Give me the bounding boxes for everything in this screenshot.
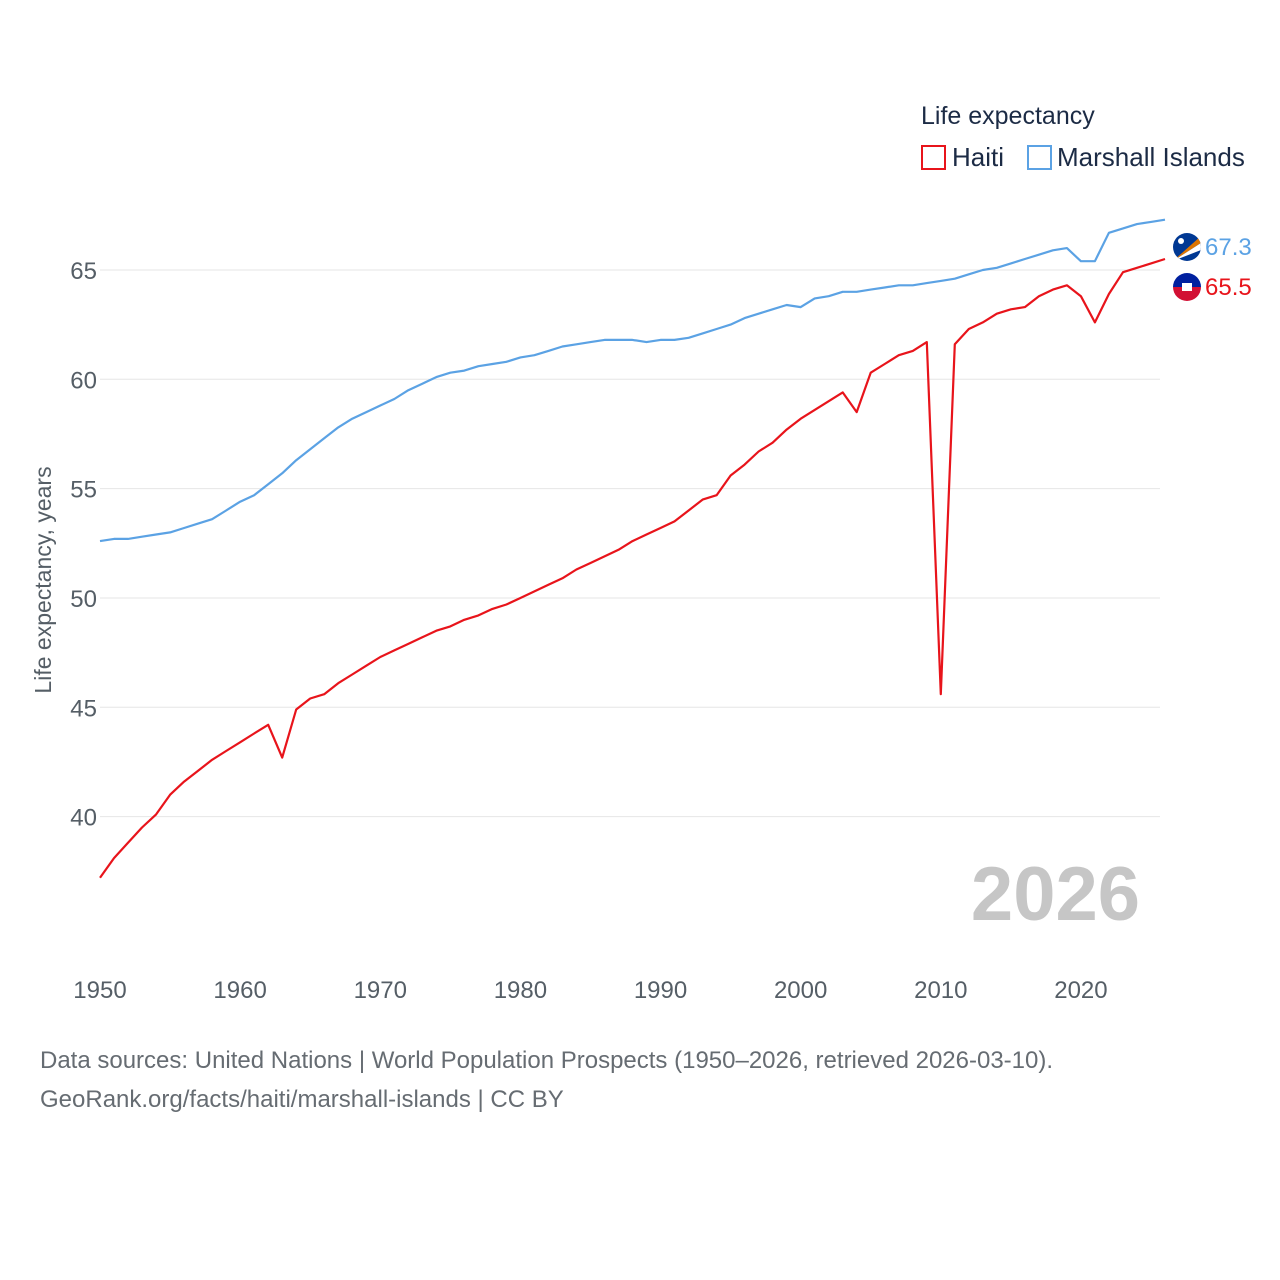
legend-label-haiti: Haiti [952,142,1004,172]
x-tick-label: 1980 [494,977,547,1004]
marshall-islands-end-value: 67.3 [1205,234,1252,261]
x-axis-ticks: 1950 1960 1970 1980 1990 2000 2010 2020 [73,977,1107,1004]
legend-swatch-haiti [921,145,946,170]
current-year-watermark: 2026 [971,852,1140,937]
legend-title: Life expectancy [921,102,1095,130]
y-tick-label: 50 [70,586,97,613]
x-tick-label: 2010 [914,977,967,1004]
series-line-marshall-islands [99,218,1166,543]
haiti-flag-icon [1173,273,1201,301]
marshall-islands-flag-icon [1173,233,1201,261]
legend: Life expectancy Haiti Marshall Islands [921,102,1245,172]
data-source-note: Data sources: United Nations | World Pop… [40,1047,1054,1074]
legend-label-marshall-islands: Marshall Islands [1057,142,1245,172]
line-chart: 40 45 50 55 60 65 1950 1960 1970 1980 1990 2000 201… [30,102,1252,1004]
x-tick-label: 1970 [354,977,407,1004]
y-tick-label: 45 [70,695,97,722]
y-tick-label: 60 [70,367,97,394]
series-line-haiti [99,257,1166,879]
x-tick-label: 2020 [1054,977,1107,1004]
legend-swatch-marshall-islands [1027,145,1052,170]
x-tick-label: 1990 [634,977,687,1004]
x-tick-label: 1960 [213,977,266,1004]
y-tick-label: 65 [70,258,97,285]
series-lines [99,218,1166,879]
x-tick-label: 1950 [73,977,126,1004]
haiti-end-value: 65.5 [1205,274,1252,301]
x-tick-label: 2000 [774,977,827,1004]
y-axis-ticks: 40 45 50 55 60 65 [70,258,97,832]
y-axis-label: Life expectancy, years [30,466,56,693]
y-tick-label: 40 [70,805,97,832]
attribution-link[interactable]: GeoRank.org/facts/haiti/marshall-islands… [40,1086,564,1113]
grid-lines [100,269,1160,818]
y-tick-label: 55 [70,477,97,504]
